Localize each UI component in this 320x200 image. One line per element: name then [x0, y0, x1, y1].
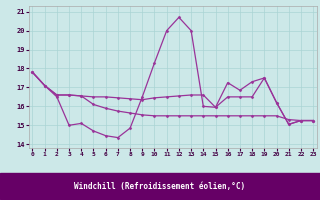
Text: Windchill (Refroidissement éolien,°C): Windchill (Refroidissement éolien,°C) — [75, 182, 245, 190]
